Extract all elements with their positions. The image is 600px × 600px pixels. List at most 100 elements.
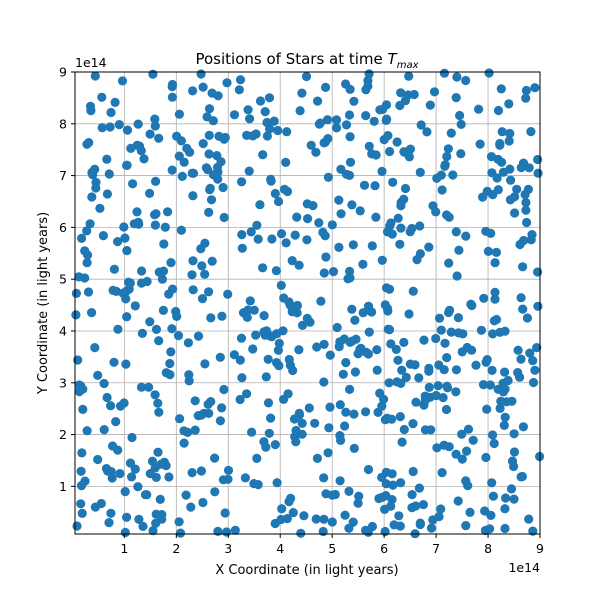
- data-point: [445, 305, 455, 315]
- data-point: [349, 443, 359, 453]
- data-point: [388, 177, 398, 187]
- data-point: [246, 227, 256, 237]
- data-point: [235, 355, 245, 365]
- data-point: [295, 106, 305, 116]
- data-point: [371, 212, 381, 222]
- y-tick-label: 8: [59, 116, 67, 131]
- data-point: [82, 426, 92, 436]
- data-point: [405, 359, 415, 369]
- data-point: [297, 88, 307, 98]
- data-point: [76, 499, 86, 509]
- data-point: [319, 377, 329, 387]
- data-point: [345, 132, 355, 142]
- data-point: [150, 463, 160, 473]
- data-point: [515, 239, 525, 250]
- data-point: [270, 440, 280, 450]
- data-point: [115, 469, 125, 479]
- data-point: [244, 166, 254, 176]
- data-point: [407, 490, 417, 500]
- data-point: [311, 514, 321, 524]
- data-point: [219, 134, 229, 144]
- data-point: [204, 130, 214, 140]
- data-point: [252, 220, 262, 230]
- data-point: [303, 214, 313, 224]
- data-point: [305, 317, 315, 327]
- data-point: [414, 373, 424, 383]
- data-point: [262, 131, 272, 141]
- data-point: [292, 212, 302, 222]
- data-point: [345, 337, 355, 347]
- data-point: [306, 140, 316, 150]
- data-point: [440, 338, 450, 348]
- data-point: [516, 472, 526, 482]
- data-point: [525, 348, 535, 358]
- data-point: [263, 398, 274, 408]
- data-point: [336, 435, 346, 445]
- data-point: [223, 474, 233, 484]
- data-point: [355, 344, 365, 355]
- data-point: [507, 396, 517, 406]
- data-point: [188, 86, 198, 96]
- data-point: [120, 233, 130, 243]
- data-point: [444, 442, 454, 452]
- data-point: [122, 512, 132, 522]
- data-point: [164, 472, 174, 482]
- data-point: [134, 514, 144, 525]
- data-point: [270, 188, 280, 199]
- data-point: [446, 327, 456, 337]
- y-tick-label: 7: [59, 168, 67, 183]
- data-point: [503, 375, 513, 386]
- data-point: [190, 425, 200, 435]
- data-point: [193, 331, 204, 341]
- data-point: [453, 328, 464, 338]
- data-point: [240, 473, 250, 483]
- data-point: [251, 129, 261, 139]
- x-tick-label: 5: [328, 541, 336, 556]
- data-point: [72, 521, 82, 531]
- data-point: [77, 508, 87, 518]
- data-point: [508, 461, 519, 472]
- data-point: [434, 511, 444, 522]
- data-point: [497, 127, 507, 137]
- data-point: [85, 101, 96, 111]
- data-point: [414, 483, 424, 493]
- data-point: [415, 167, 425, 177]
- data-point: [168, 284, 178, 294]
- y-tick-label: 5: [59, 272, 67, 287]
- data-point: [456, 119, 466, 129]
- data-point: [395, 412, 405, 422]
- data-point: [334, 342, 344, 352]
- data-point: [90, 71, 100, 81]
- data-point: [87, 308, 97, 318]
- data-point: [478, 380, 489, 390]
- data-point: [234, 85, 244, 95]
- data-point: [151, 176, 161, 186]
- data-point: [183, 427, 193, 437]
- data-point: [465, 507, 475, 517]
- data-point: [419, 335, 429, 345]
- data-point: [372, 365, 382, 375]
- data-point: [439, 68, 449, 78]
- data-point: [242, 312, 252, 322]
- data-point: [272, 358, 282, 368]
- data-point: [139, 154, 149, 164]
- data-point: [198, 82, 208, 92]
- data-point: [128, 179, 138, 189]
- data-point: [486, 228, 496, 238]
- data-point: [415, 221, 425, 231]
- data-point: [175, 414, 185, 424]
- data-point: [479, 293, 489, 303]
- data-point: [349, 96, 359, 106]
- data-point: [424, 363, 434, 373]
- data-point: [321, 489, 331, 499]
- x-tick-label: 4: [276, 541, 284, 556]
- data-point: [440, 161, 450, 171]
- data-point: [267, 234, 277, 244]
- data-point: [504, 136, 514, 146]
- data-point: [121, 294, 131, 304]
- data-point: [361, 111, 371, 121]
- data-point: [71, 310, 81, 320]
- data-point: [533, 154, 543, 165]
- data-point: [457, 429, 467, 439]
- data-point: [377, 255, 387, 265]
